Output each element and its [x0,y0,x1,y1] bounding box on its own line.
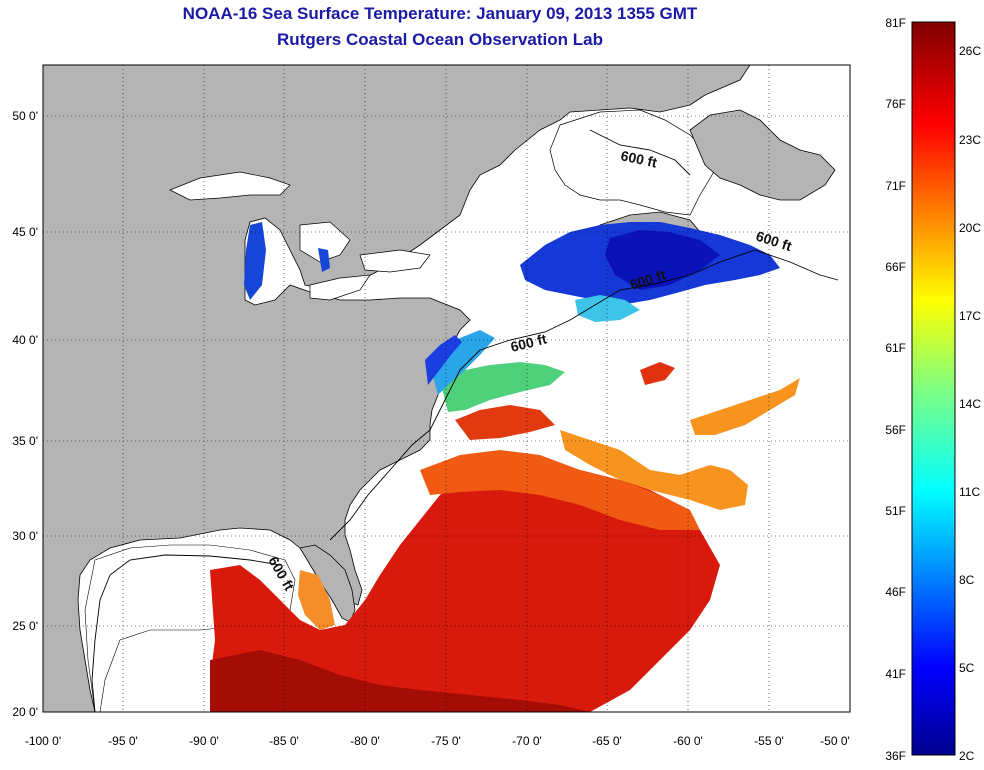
colorbar-f-label: 81F [885,16,906,30]
sst-deep-red [210,650,590,712]
sst-mid-red [455,405,555,440]
colorbar-c-label: 14C [959,397,981,411]
colorbar-f-label: 36F [885,749,906,763]
colorbar-c-label: 26C [959,44,981,58]
lat-tick-label: 40 0' [12,333,38,347]
colorbar-c-label: 23C [959,133,981,147]
sst-orange-east [560,430,748,510]
lat-tick-label: 20 0' [12,705,38,719]
colorbar-c-label: 8C [959,573,975,587]
lon-tick-label: -60 0' [673,734,703,748]
sst-warm-south [210,460,720,712]
sst-florida-west [298,570,335,630]
lon-tick-label: -90 0' [189,734,219,748]
lat-axis: 50 0' 45 0' 40 0' 35 0' 30 0' 25 0' 20 0… [12,109,38,719]
map-content [43,65,836,712]
sst-gulf-maine-dark [605,230,720,290]
gulf-st-lawrence [549,109,716,216]
colorbar-c-label: 2C [959,749,975,763]
sst-midatlantic-green [440,362,565,412]
lat-tick-label: 50 0' [12,109,38,123]
map-grid [43,65,850,712]
colorbar-c-label: 17C [959,309,981,323]
lon-tick-label: -75 0' [431,734,461,748]
lake-michigan [244,222,266,300]
isobath-600ft [91,129,839,713]
sst-shelf-cyan [430,330,495,395]
colorbar-c-label: 11C [959,485,980,499]
colorbar-c-label: 20C [959,221,981,235]
colorbar-f-label: 76F [885,97,906,111]
lon-tick-label: -50 0' [820,734,850,748]
sst-red-patch [640,362,675,385]
sst-orange-band [420,450,700,530]
lon-tick-label: -70 0' [512,734,542,748]
sst-shelf-blue [425,335,462,385]
colorbar-f-label: 46F [885,585,906,599]
lat-tick-label: 45 0' [12,225,38,239]
lake-green-bay [318,248,330,272]
contour-label: 600 ft [619,147,658,170]
colorbar-f-label: 56F [885,423,906,437]
colorbar-f-label: 66F [885,260,906,274]
lon-tick-label: -85 0' [269,734,299,748]
colorbar-gradient [911,21,956,756]
colorbar-f-label: 41F [885,667,906,681]
lon-tick-label: -55 0' [754,734,784,748]
lon-tick-label: -95 0' [108,734,138,748]
land-newfoundland [689,109,836,201]
sst-georges-cyan [575,295,640,322]
colorbar-f-label: 71F [885,179,906,193]
lon-tick-label: -65 0' [592,734,622,748]
land-north-america [43,65,751,712]
lat-tick-label: 35 0' [12,434,38,448]
lon-tick-label: -80 0' [350,734,380,748]
lat-tick-label: 25 0' [12,619,38,633]
map-title: NOAA-16 Sea Surface Temperature: January… [182,4,698,23]
lon-tick-label: -100 0' [25,734,61,748]
colorbar-f-label: 51F [885,504,906,518]
lat-tick-label: 30 0' [12,529,38,543]
map-subtitle: Rutgers Coastal Ocean Observation Lab [277,30,603,49]
colorbar-f-label: 61F [885,341,906,355]
great-lakes [169,171,431,301]
colorbar-c-label: 5C [959,661,975,675]
lon-axis: -100 0' -95 0' -90 0' -85 0' -80 0' -75 … [25,734,850,748]
colorbar: 81F 76F 71F 66F 61F 56F 51F 46F 41F 36F … [885,16,981,763]
sst-orange-patch [690,378,800,435]
map-frame [42,64,851,713]
